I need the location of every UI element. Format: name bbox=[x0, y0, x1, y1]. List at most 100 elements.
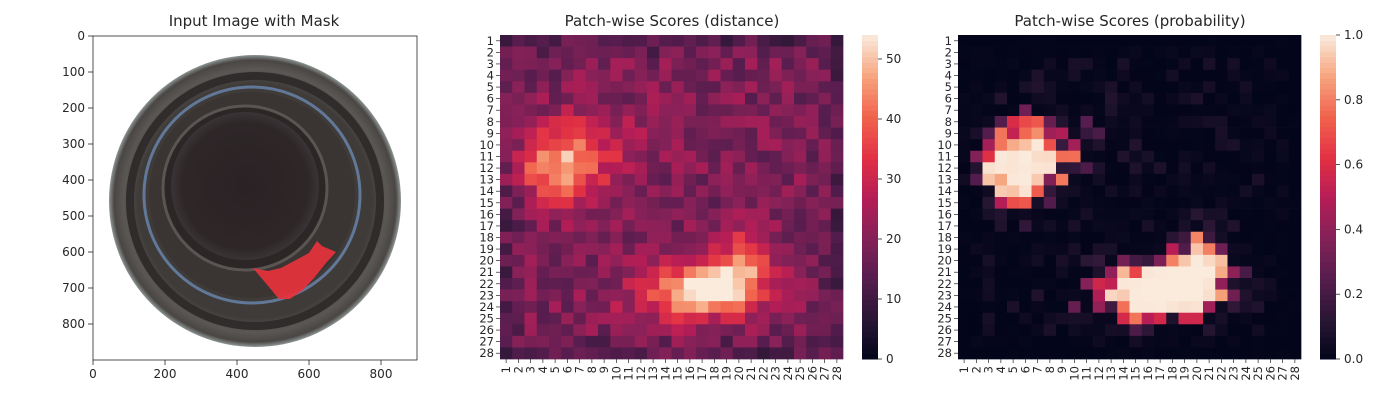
heatmap-cell bbox=[982, 220, 996, 233]
heatmap-cell bbox=[1227, 220, 1241, 233]
heatmap-cell bbox=[1227, 324, 1241, 337]
heatmap-cell bbox=[958, 150, 971, 163]
heatmap-cell bbox=[1092, 150, 1106, 163]
heatmap-cell bbox=[1288, 231, 1302, 244]
heatmap-cell bbox=[1190, 127, 1204, 140]
heatmap-cell bbox=[818, 127, 832, 140]
heatmap-cell bbox=[585, 173, 599, 186]
heatmap-cell bbox=[1056, 173, 1069, 186]
heatmap-cell bbox=[647, 92, 660, 105]
heatmap-cell bbox=[1203, 162, 1216, 175]
heatmap-cell bbox=[573, 92, 587, 105]
heatmap-cell bbox=[536, 301, 550, 314]
heatmap-cell bbox=[647, 243, 660, 256]
heatmap-cell bbox=[1080, 69, 1094, 82]
heatmap-cell bbox=[573, 104, 587, 117]
heatmap-cell bbox=[1117, 150, 1130, 163]
heatmap-cell bbox=[745, 150, 758, 163]
heatmap-cell bbox=[549, 266, 562, 279]
heatmap-cell bbox=[1276, 278, 1290, 290]
heatmap-cell bbox=[524, 254, 538, 267]
heatmap-cell bbox=[1264, 347, 1277, 360]
colorbar-segment bbox=[862, 62, 878, 68]
heatmap-cell bbox=[622, 347, 636, 360]
heatmap-cell bbox=[769, 116, 783, 128]
heatmap-cell bbox=[794, 162, 807, 175]
heatmap-y-tick-label: 3 bbox=[487, 57, 494, 71]
heatmap-cell bbox=[958, 35, 971, 47]
heatmap-cell bbox=[1178, 243, 1192, 256]
heatmap-cell bbox=[708, 231, 721, 244]
heatmap-cell bbox=[781, 173, 795, 186]
colorbar-segment bbox=[862, 272, 878, 279]
heatmap-cell bbox=[794, 254, 807, 267]
heatmap-cell bbox=[1019, 162, 1032, 175]
heatmap-cell bbox=[1019, 254, 1032, 267]
colorbar-segment bbox=[862, 245, 878, 252]
heatmap-cell bbox=[1154, 81, 1167, 94]
heatmap-cell bbox=[1105, 185, 1118, 198]
heatmap-cell bbox=[1178, 254, 1192, 267]
heatmap-cell bbox=[1031, 266, 1045, 279]
heatmap-cell bbox=[500, 254, 513, 267]
colorbar-segment bbox=[862, 56, 878, 63]
heatmap-cell bbox=[1203, 324, 1216, 337]
image-x-tick-label: 800 bbox=[370, 367, 393, 381]
heatmap-cell bbox=[732, 81, 746, 94]
heatmap-cell bbox=[769, 266, 783, 279]
heatmap-x-tick-label: 3 bbox=[982, 366, 996, 373]
heatmap-cell bbox=[958, 208, 971, 221]
heatmap-cell bbox=[696, 150, 709, 163]
heatmap-cell bbox=[1056, 324, 1069, 337]
heatmap-cell bbox=[561, 335, 574, 348]
heatmap-cell bbox=[1166, 92, 1179, 105]
colorbar-segment bbox=[1320, 132, 1336, 139]
heatmap-cell bbox=[598, 92, 611, 105]
heatmap-cell bbox=[696, 139, 709, 152]
heatmap-cell bbox=[1117, 324, 1130, 337]
heatmap-cell bbox=[720, 127, 734, 140]
heatmap-cell bbox=[1141, 335, 1155, 348]
heatmap-x-tick-label: 1 bbox=[499, 366, 513, 373]
colorbar-segment bbox=[862, 218, 878, 225]
colorbar-tick-label: 0 bbox=[886, 352, 894, 366]
heatmap-cell bbox=[970, 335, 983, 348]
heatmap-cell bbox=[794, 69, 807, 82]
heatmap-cell bbox=[536, 197, 550, 209]
heatmap-cell bbox=[1166, 208, 1179, 221]
heatmap-cell bbox=[1276, 335, 1290, 348]
heatmap-cell bbox=[585, 116, 599, 128]
heatmap-cell bbox=[757, 162, 770, 175]
heatmap-cell bbox=[561, 197, 574, 209]
heatmap-cell bbox=[561, 116, 574, 128]
heatmap-cell bbox=[500, 243, 513, 256]
heatmap-cell bbox=[1007, 81, 1020, 94]
heatmap-cell bbox=[1264, 173, 1277, 186]
heatmap-y-tick-label: 3 bbox=[945, 57, 952, 71]
heatmap-cell bbox=[512, 162, 525, 175]
heatmap-cell bbox=[1068, 162, 1081, 175]
heatmap-cell bbox=[512, 69, 525, 82]
heatmap-cell bbox=[720, 254, 734, 267]
heatmap-cell bbox=[1056, 197, 1069, 209]
heatmap-cell bbox=[1092, 185, 1106, 198]
heatmap-cell bbox=[720, 58, 734, 71]
heatmap-cell bbox=[500, 324, 513, 337]
heatmap-cell bbox=[1252, 289, 1265, 302]
heatmap-cell bbox=[561, 254, 574, 267]
heatmap-cell bbox=[1129, 185, 1143, 198]
heatmap-cell bbox=[634, 185, 648, 198]
heatmap-y-tick-label: 25 bbox=[937, 312, 952, 326]
heatmap-cell bbox=[622, 69, 636, 82]
heatmap-cell bbox=[1239, 116, 1253, 128]
heatmap-cell bbox=[982, 301, 996, 314]
heatmap-cell bbox=[958, 46, 971, 59]
heatmap-cell bbox=[1288, 243, 1302, 256]
heatmap-cell bbox=[524, 220, 538, 233]
heatmap-cell bbox=[1056, 150, 1069, 163]
heatmap-cell bbox=[585, 278, 599, 290]
heatmap-cell bbox=[1056, 347, 1069, 360]
heatmap-cell bbox=[1215, 46, 1228, 59]
heatmap-cell bbox=[659, 289, 672, 302]
heatmap-cell bbox=[1252, 81, 1265, 94]
